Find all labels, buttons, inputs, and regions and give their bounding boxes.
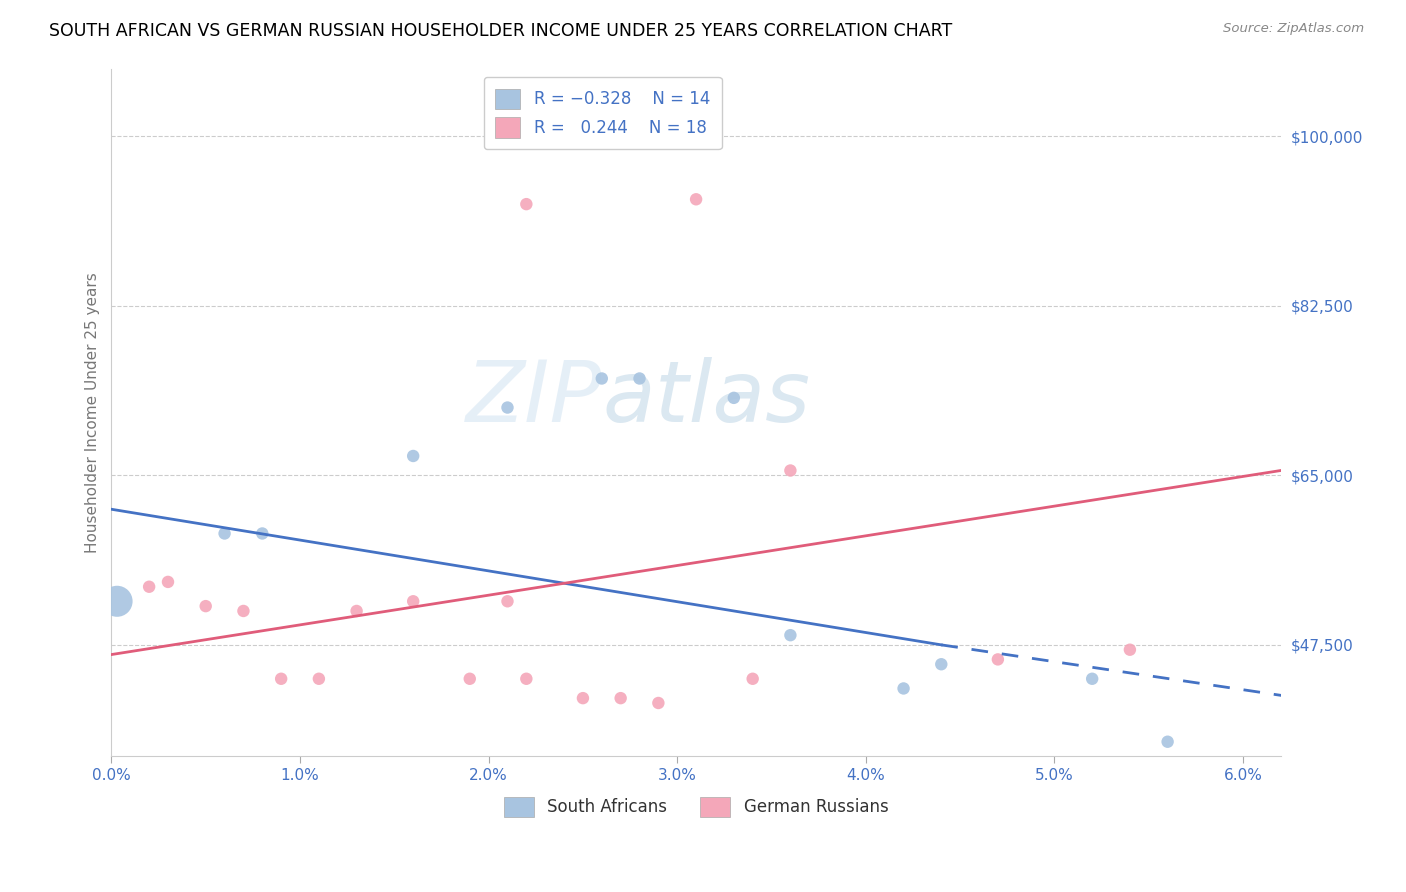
Point	[609, 691, 631, 706]
Point	[1081, 672, 1104, 686]
Point	[402, 594, 425, 608]
Point	[723, 391, 745, 405]
Point	[105, 594, 128, 608]
Point	[194, 599, 217, 614]
Point	[156, 574, 179, 589]
Point	[1119, 642, 1142, 657]
Text: atlas: atlas	[603, 357, 810, 440]
Point	[685, 192, 707, 206]
Point	[741, 672, 763, 686]
Point	[779, 463, 801, 477]
Point	[496, 401, 519, 415]
Point	[591, 371, 613, 385]
Point	[138, 580, 160, 594]
Text: Source: ZipAtlas.com: Source: ZipAtlas.com	[1223, 22, 1364, 36]
Point	[214, 526, 236, 541]
Point	[929, 657, 952, 672]
Point	[252, 526, 274, 541]
Point	[402, 449, 425, 463]
Point	[628, 371, 651, 385]
Point	[496, 594, 519, 608]
Point	[779, 628, 801, 642]
Point	[458, 672, 481, 686]
Point	[346, 604, 368, 618]
Point	[893, 681, 915, 696]
Point	[515, 197, 537, 211]
Legend: South Africans, German Russians: South Africans, German Russians	[498, 790, 896, 823]
Point	[572, 691, 595, 706]
Point	[232, 604, 254, 618]
Point	[308, 672, 330, 686]
Point	[647, 696, 669, 710]
Point	[987, 652, 1010, 666]
Y-axis label: Householder Income Under 25 years: Householder Income Under 25 years	[86, 272, 100, 553]
Point	[515, 672, 537, 686]
Point	[1156, 735, 1178, 749]
Point	[270, 672, 292, 686]
Text: ZIP: ZIP	[467, 357, 603, 440]
Text: SOUTH AFRICAN VS GERMAN RUSSIAN HOUSEHOLDER INCOME UNDER 25 YEARS CORRELATION CH: SOUTH AFRICAN VS GERMAN RUSSIAN HOUSEHOL…	[49, 22, 952, 40]
